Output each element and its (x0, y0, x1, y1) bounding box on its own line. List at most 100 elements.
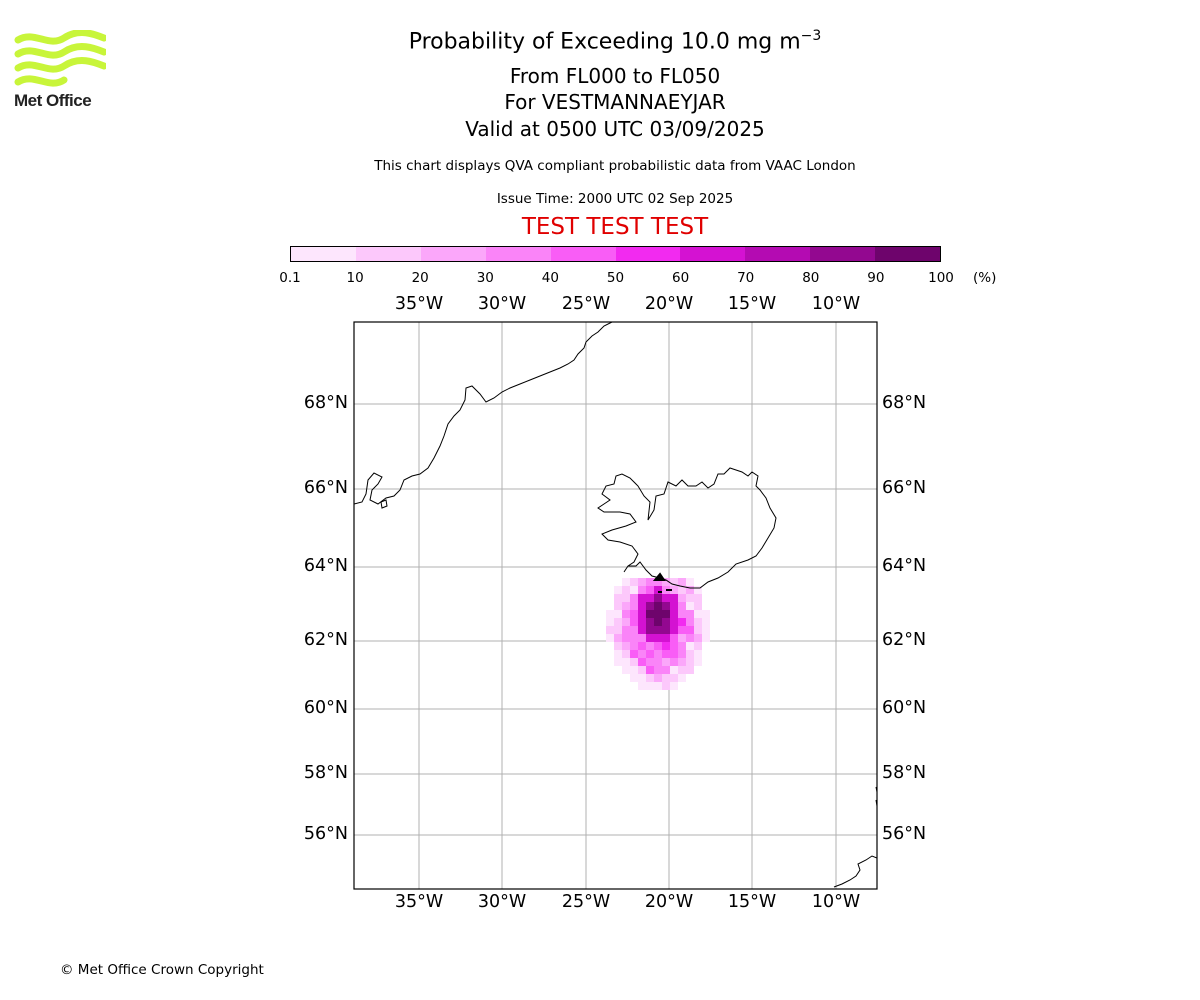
plume-cell (622, 626, 630, 634)
plume-cell (662, 682, 670, 690)
plume-cell (622, 586, 630, 594)
plume-cell (630, 650, 638, 658)
colorbar-segment (291, 247, 356, 261)
plume-cell (630, 634, 638, 642)
plume-cell (606, 626, 614, 634)
colorbar-segment (615, 247, 681, 261)
plume-cell (638, 594, 646, 602)
plume-cell (670, 634, 678, 642)
plume-cell (646, 626, 654, 634)
left-latitude-label: 58°N (303, 763, 348, 783)
plume-cell (622, 602, 630, 610)
plume-cell (630, 586, 638, 594)
plume-cell (638, 674, 646, 682)
colorbar-segment (420, 247, 486, 261)
plume-cell (662, 618, 670, 626)
plume-cell (630, 658, 638, 666)
plume-cell (646, 650, 654, 658)
right-latitude-label: 60°N (882, 698, 927, 718)
colorbar-unit: (%) (973, 270, 997, 286)
plume-cell (670, 658, 678, 666)
plume-cell (638, 586, 646, 594)
right-latitude-label: 68°N (882, 393, 927, 413)
plume-cell (662, 634, 670, 642)
plume-cell (638, 634, 646, 642)
plume-cell (686, 602, 694, 610)
plume-cell (678, 602, 686, 610)
plume-cell (646, 578, 654, 586)
bottom-longitude-label: 20°W (644, 892, 694, 912)
map-frame (353, 321, 878, 890)
bottom-longitude-label: 10°W (811, 892, 861, 912)
plume-cell (686, 642, 694, 650)
colorbar-tick-label: 0.1 (279, 270, 301, 286)
plume-cell (694, 658, 702, 666)
plume-cell (678, 618, 686, 626)
volcano-marker-icon (652, 572, 672, 593)
plume-cell (630, 602, 638, 610)
plume-cell (654, 602, 662, 610)
plume-cell (646, 682, 654, 690)
bottom-longitude-label: 15°W (727, 892, 777, 912)
volcano-name: For VESTMANNAEYJAR (504, 90, 726, 114)
plume-cell (606, 610, 614, 618)
plume-cell (686, 658, 694, 666)
plume-cell (662, 610, 670, 618)
plume-cell (678, 642, 686, 650)
plume-cell (630, 666, 638, 674)
plume-cell (686, 586, 694, 594)
test-banner: TEST TEST TEST (521, 214, 709, 240)
plume-cell (622, 634, 630, 642)
logo-text: Met Office (14, 91, 92, 110)
plume-cell (654, 634, 662, 642)
met-office-logo-icon (14, 30, 106, 87)
subtitle: This chart displays QVA compliant probab… (374, 158, 856, 174)
colorbar-tick-label: 70 (737, 270, 755, 286)
left-latitude-label: 66°N (303, 478, 348, 498)
plume-cell (678, 650, 686, 658)
plume-cell (670, 642, 678, 650)
plume-cell (678, 586, 686, 594)
plume-cell (638, 602, 646, 610)
plume-cell (630, 642, 638, 650)
top-longitude-label: 25°W (561, 294, 611, 314)
plume-cell (662, 626, 670, 634)
left-latitude-label: 60°N (303, 698, 348, 718)
plume-cell (686, 618, 694, 626)
right-latitude-label: 58°N (882, 763, 927, 783)
plume-cell (678, 610, 686, 618)
copyright: © Met Office Crown Copyright (60, 962, 264, 978)
top-longitude-label: 15°W (727, 294, 777, 314)
top-longitude-label: 20°W (644, 294, 694, 314)
plume-cell (638, 650, 646, 658)
plume-cell (662, 578, 670, 586)
chart-title-superscript: −3 (800, 28, 822, 44)
plume-cell (678, 666, 686, 674)
map-gridlines (354, 322, 877, 889)
plume-cell (646, 666, 654, 674)
plume-cell (694, 626, 702, 634)
colorbar-segment (810, 247, 876, 261)
plume-cell (694, 602, 702, 610)
plume-cell (686, 650, 694, 658)
plume-cell (630, 618, 638, 626)
colorbar-segment (485, 247, 551, 261)
plume-cell (670, 602, 678, 610)
issue-time: Issue Time: 2000 UTC 02 Sep 2025 (496, 191, 734, 207)
plume-cell (630, 578, 638, 586)
plume-cell (622, 594, 630, 602)
plume-cell (614, 650, 622, 658)
plume-cell (646, 618, 654, 626)
chart-title: Probability of Exceeding 10.0 mg m−3 (409, 28, 822, 54)
plume-cell (622, 642, 630, 650)
colorbar-tick-label: 80 (802, 270, 820, 286)
plume-cell (606, 618, 614, 626)
plume-cell (630, 610, 638, 618)
plume-cell (670, 578, 678, 586)
plume-cell (622, 618, 630, 626)
plume-cell (662, 594, 670, 602)
plume-cell (702, 634, 710, 642)
plume-cell (622, 650, 630, 658)
plume-cell (630, 674, 638, 682)
